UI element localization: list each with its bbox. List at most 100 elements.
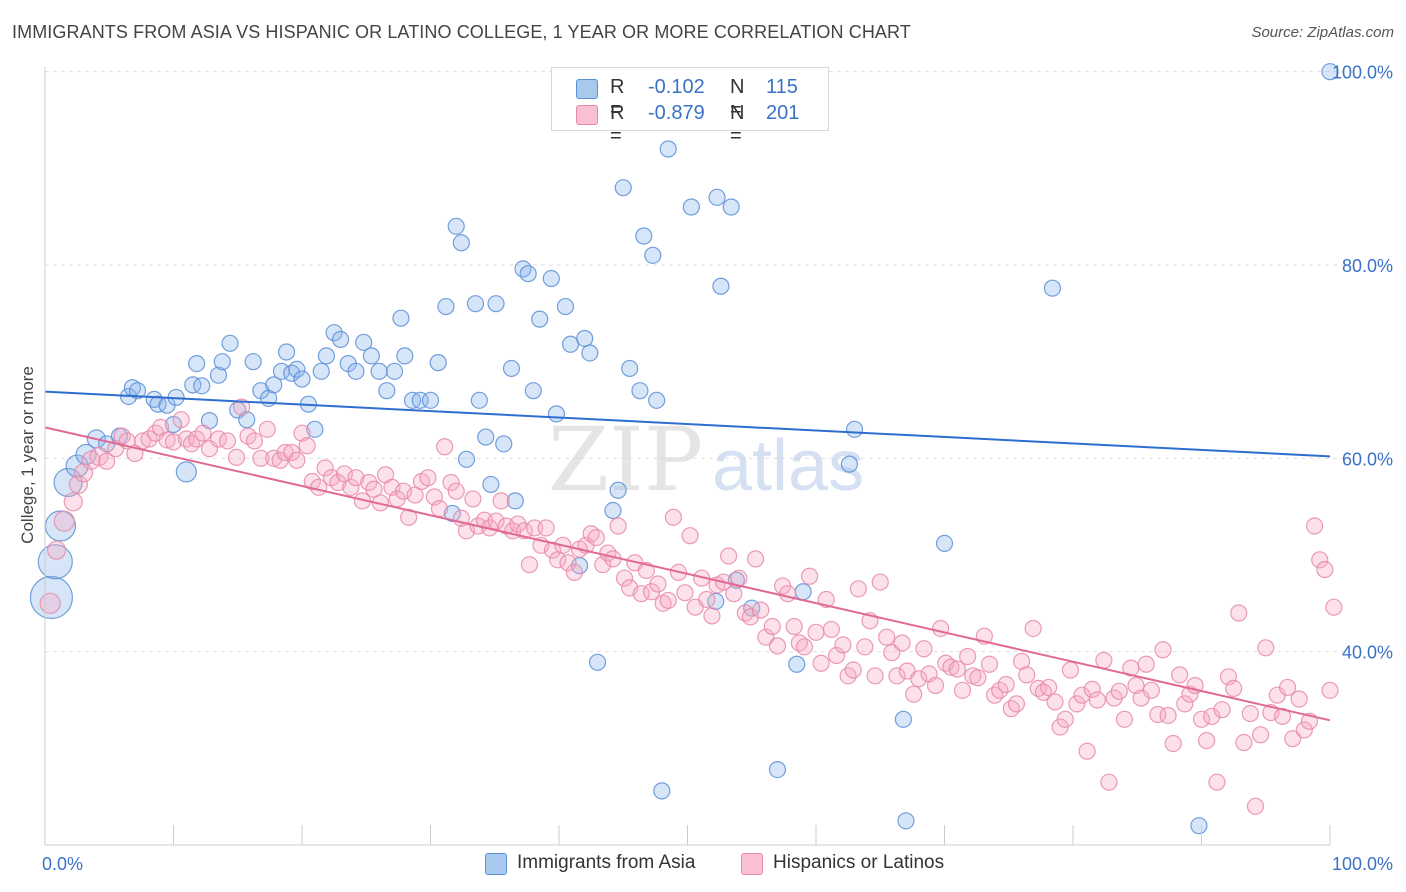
hispanic-point [1088, 691, 1107, 709]
asia-point [648, 391, 666, 409]
asia-point [213, 353, 231, 371]
hispanic-point [1078, 742, 1096, 760]
legend-swatch-asia [576, 79, 598, 99]
hispanic-point [986, 686, 1004, 704]
asia-point [482, 475, 500, 494]
asia-point [288, 360, 306, 378]
asia-point [37, 544, 73, 580]
hispanic-point [905, 685, 923, 703]
asia-point [635, 227, 653, 245]
asia-point [576, 329, 594, 348]
hispanic-point [834, 636, 852, 654]
asia-point [325, 324, 343, 342]
hispanic-point [430, 500, 449, 518]
hispanic-point [1252, 726, 1270, 744]
hispanic-point [910, 670, 928, 688]
hispanic-point [1115, 710, 1134, 728]
hispanic-point [1305, 517, 1324, 535]
hispanic-point [807, 623, 825, 641]
asia-point [788, 655, 806, 673]
hispanic-point [741, 608, 760, 626]
hispanic-point [1127, 676, 1145, 695]
hispanic-point [68, 474, 89, 495]
asia-point [362, 347, 380, 365]
hispanic-point [615, 569, 634, 587]
asia-point [452, 234, 470, 252]
hispanic-point [188, 430, 206, 448]
hispanic-point [158, 431, 176, 449]
hispanic-point [1095, 651, 1113, 669]
hispanic-point [53, 510, 75, 532]
asia-point [845, 420, 864, 438]
x-tick-label: 100.0% [1332, 854, 1393, 874]
hispanic-point [1061, 661, 1080, 679]
legend-r-value: -0.102 [648, 76, 705, 98]
hispanic-point [893, 634, 911, 652]
y-tick-label: 80.0% [1342, 256, 1393, 276]
bottom-legend-swatch-asia [485, 853, 507, 875]
hispanic-point [1024, 619, 1042, 638]
hispanic-point [664, 508, 682, 526]
asia-point [588, 653, 607, 671]
hispanic-point [1154, 641, 1172, 659]
hispanic-point [1235, 733, 1253, 752]
hispanic-point [1225, 679, 1243, 698]
hispanic-point [725, 585, 743, 603]
asia-point [506, 492, 524, 510]
bottom-legend-label-asia: Immigrants from Asia [517, 852, 696, 873]
asia-point [768, 760, 787, 779]
asia-point [609, 481, 627, 499]
hispanic-point [559, 554, 577, 572]
asia-point [188, 355, 206, 373]
asia-point [1321, 63, 1339, 81]
asia-point [621, 359, 639, 378]
hispanic-point [649, 575, 667, 593]
hispanic-point [609, 517, 627, 535]
hispanic-point [487, 512, 505, 530]
asia-point [708, 188, 726, 206]
asia-point [466, 295, 485, 313]
legend-swatch-hispanic [576, 105, 598, 125]
y-tick-label: 60.0% [1342, 449, 1393, 469]
asia-point [396, 347, 414, 365]
hispanic-point [520, 556, 539, 574]
asia-point [312, 362, 330, 380]
asia-point [370, 362, 388, 380]
x-tick-label: 0.0% [42, 854, 83, 874]
hispanic-point [1142, 681, 1160, 699]
asia-point [1190, 817, 1208, 835]
hispanic-point [1198, 731, 1216, 750]
hispanic-point [89, 446, 109, 466]
hispanic-point [817, 590, 835, 609]
hispanic-point [953, 681, 972, 699]
asia-point [659, 140, 677, 158]
hispanic-point [233, 398, 251, 416]
hispanic-point [942, 658, 960, 676]
legend-r-label: R = [610, 76, 625, 121]
hispanic-point [1278, 678, 1297, 697]
asia-point [277, 343, 296, 361]
hispanic-point [752, 601, 770, 619]
hispanic-point [659, 591, 677, 610]
hispanic-point [1068, 695, 1086, 713]
asia-point [209, 366, 228, 384]
hispanic-point [1295, 721, 1313, 739]
hispanic-point [464, 490, 482, 508]
bottom-legend-label-hispanic: Hispanics or Latinos [773, 852, 945, 873]
hispanic-point [252, 449, 270, 467]
hispanic-point [288, 451, 306, 469]
asia-point [331, 330, 350, 349]
asia-point [897, 812, 915, 830]
y-axis-label: College, 1 year or more [18, 366, 37, 544]
asia-point [347, 362, 365, 380]
asia-point [722, 198, 740, 216]
hispanic-point [681, 527, 699, 545]
hispanic-point [63, 492, 83, 512]
hispanic-point [587, 528, 605, 547]
legend-n-value: 115 [766, 76, 798, 98]
hispanic-point [1290, 690, 1308, 708]
watermark-atlas: atlas [712, 426, 864, 506]
hispanic-point [969, 669, 987, 687]
hispanic-point [1137, 655, 1155, 673]
asia-point [443, 504, 461, 523]
